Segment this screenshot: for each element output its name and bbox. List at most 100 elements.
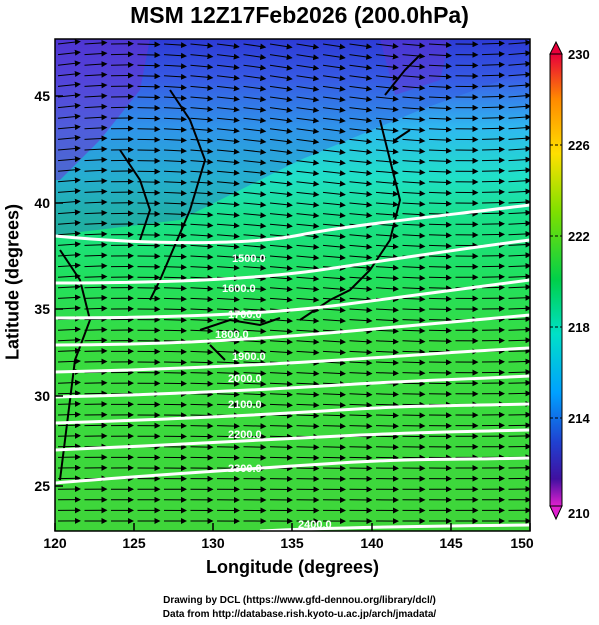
wind-arrow — [243, 148, 267, 155]
wind-arrow — [57, 134, 81, 141]
x-tick-label: 145 — [439, 535, 463, 551]
contour-label: 2100.0 — [228, 399, 262, 411]
wind-arrow — [322, 423, 346, 430]
wind-arrow — [269, 433, 293, 440]
wind-arrow — [296, 170, 320, 177]
wind-vector-field — [57, 39, 530, 525]
wind-arrow — [57, 188, 81, 195]
wind-arrow — [216, 138, 240, 145]
wind-arrow — [322, 444, 346, 451]
wind-arrow — [216, 264, 240, 271]
y-tick-label: 25 — [34, 478, 50, 494]
wind-arrow — [57, 145, 81, 152]
wind-arrow — [375, 74, 399, 81]
wind-arrow — [428, 52, 452, 59]
wind-arrow — [216, 74, 240, 81]
wind-arrow — [508, 177, 530, 184]
wind-arrow — [296, 349, 320, 356]
wind-arrow — [84, 71, 108, 78]
wind-arrow — [216, 127, 240, 134]
wind-arrow — [216, 53, 240, 60]
credit-line-1: Drawing by DCL (https://www.gfd-dennou.o… — [163, 595, 436, 606]
wind-arrow — [402, 127, 426, 134]
wind-arrow — [296, 75, 320, 82]
wind-arrow — [269, 286, 293, 293]
wind-arrow — [269, 444, 293, 451]
x-tick-label: 140 — [360, 535, 384, 551]
wind-arrow — [481, 125, 505, 132]
wind-arrow — [269, 159, 293, 166]
wind-arrow — [57, 422, 81, 429]
wind-arrow — [322, 391, 346, 398]
wind-arrow — [375, 338, 399, 345]
wind-arrow — [481, 178, 505, 185]
wind-arrow — [402, 380, 426, 387]
wind-arrow — [349, 296, 373, 303]
wind-arrow — [402, 348, 426, 355]
wind-arrow — [375, 359, 399, 366]
wind-arrow — [137, 73, 161, 80]
wind-arrow — [508, 262, 530, 269]
wind-arrow — [243, 317, 267, 324]
wind-arrow — [508, 379, 530, 386]
wind-arrow — [322, 402, 346, 409]
wind-arrow — [375, 275, 399, 282]
wind-arrow — [57, 358, 81, 365]
wind-arrow — [190, 158, 214, 165]
wind-arrow — [57, 230, 81, 237]
wind-arrow — [508, 156, 530, 163]
wind-arrow — [428, 242, 452, 249]
wind-arrow — [163, 274, 187, 281]
wind-arrow — [216, 180, 240, 187]
wind-arrow — [402, 370, 426, 377]
wind-arrow — [190, 306, 214, 313]
wind-arrow — [216, 201, 240, 208]
coastline-japan — [199, 119, 402, 361]
wind-arrow — [481, 199, 505, 206]
wind-arrow — [243, 338, 267, 345]
contour-label: 2400.0 — [298, 519, 332, 531]
wind-arrow — [322, 85, 346, 92]
colorbar-label: 222 — [568, 229, 590, 244]
wind-arrow — [402, 317, 426, 324]
wind-arrow — [190, 327, 214, 334]
wind-arrow — [269, 296, 293, 303]
wind-arrow — [84, 93, 108, 99]
contour-label: 2200.0 — [228, 429, 262, 441]
wind-arrow — [296, 402, 320, 409]
wind-arrow — [296, 328, 320, 335]
wind-arrow — [322, 222, 346, 229]
wind-arrow — [163, 232, 187, 239]
wind-arrow — [57, 209, 81, 216]
wind-arrow — [190, 232, 214, 239]
wind-arrow — [216, 222, 240, 229]
wind-arrow — [428, 63, 452, 70]
wind-arrow — [296, 201, 320, 208]
y-tick-label: 40 — [34, 195, 50, 211]
wind-arrow — [402, 359, 426, 366]
y-tick-label: 30 — [34, 388, 50, 404]
wind-arrow — [375, 127, 399, 134]
wind-arrow — [322, 64, 346, 71]
wind-arrow — [57, 177, 81, 184]
x-axis-label: Longitude (degrees) — [205, 557, 379, 577]
wind-arrow — [322, 191, 346, 198]
wind-arrow — [190, 116, 214, 123]
wind-arrow — [269, 317, 293, 324]
wind-arrow — [216, 349, 240, 356]
wind-arrow — [243, 169, 267, 176]
wind-arrow — [375, 43, 399, 49]
wind-arrow — [137, 94, 161, 101]
wind-arrow — [243, 96, 267, 103]
wind-arrow — [163, 317, 187, 324]
wind-arrow — [137, 115, 161, 122]
wind-arrow — [508, 135, 530, 142]
wind-arrow — [375, 190, 399, 197]
wind-arrow — [375, 148, 399, 155]
wind-arrow — [296, 317, 320, 324]
y-tick-label: 45 — [34, 88, 50, 104]
wind-arrow — [296, 465, 320, 472]
wind-arrow — [349, 254, 373, 261]
wind-arrow — [402, 264, 426, 271]
wind-arrow — [349, 191, 373, 198]
